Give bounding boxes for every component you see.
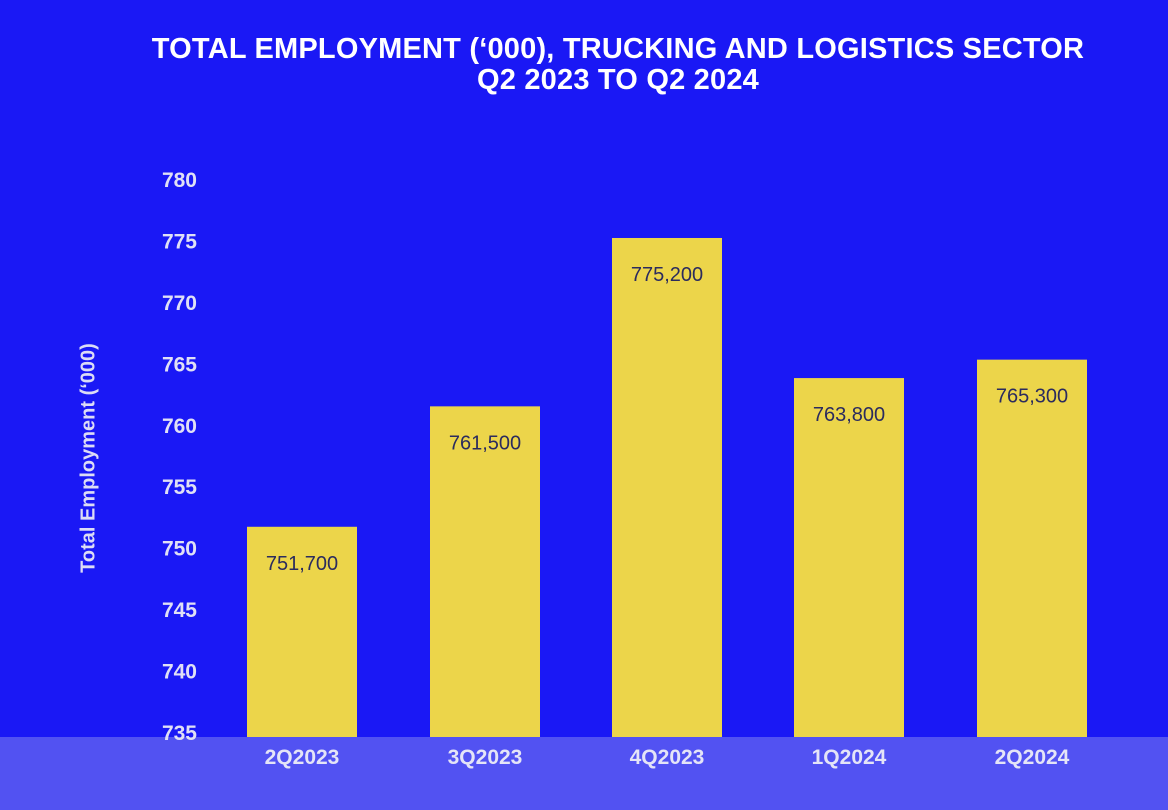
bar-1Q2024 — [794, 378, 904, 737]
x-axis-band — [0, 737, 1168, 810]
data-label: 751,700 — [266, 553, 338, 575]
chart-title-line2: Q2 2023 TO Q2 2024 — [477, 64, 759, 96]
bar-4Q2023 — [612, 237, 722, 737]
x-tick-label: 3Q2023 — [448, 746, 523, 769]
y-tick-label: 735 — [162, 722, 197, 745]
data-label: 775,200 — [631, 264, 703, 286]
y-tick-label: 745 — [162, 599, 197, 622]
x-tick-label: 4Q2023 — [630, 746, 705, 769]
x-tick-label: 2Q2023 — [265, 746, 340, 769]
y-tick-label: 755 — [162, 476, 197, 499]
bar-2Q2023 — [247, 526, 357, 737]
chart-title-line1: TOTAL EMPLOYMENT (‘000), TRUCKING AND LO… — [151, 33, 1085, 65]
y-tick-label: 750 — [162, 538, 197, 561]
y-tick-label: 770 — [162, 292, 197, 315]
y-tick-label: 760 — [162, 415, 197, 438]
x-tick-label: 1Q2024 — [812, 746, 887, 769]
data-label: 763,800 — [813, 404, 885, 426]
data-label: 761,500 — [449, 432, 521, 454]
chart-title: TOTAL EMPLOYMENT (‘000), TRUCKING AND LO… — [0, 34, 1168, 96]
y-tick-label: 780 — [162, 169, 197, 192]
y-tick-label: 775 — [162, 230, 197, 253]
bar-2Q2024 — [977, 359, 1087, 737]
y-tick-label: 740 — [162, 661, 197, 684]
bar-3Q2023 — [430, 406, 540, 737]
x-tick-label: 2Q2024 — [995, 746, 1070, 769]
data-label: 765,300 — [996, 386, 1068, 408]
y-tick-label: 765 — [162, 353, 197, 376]
